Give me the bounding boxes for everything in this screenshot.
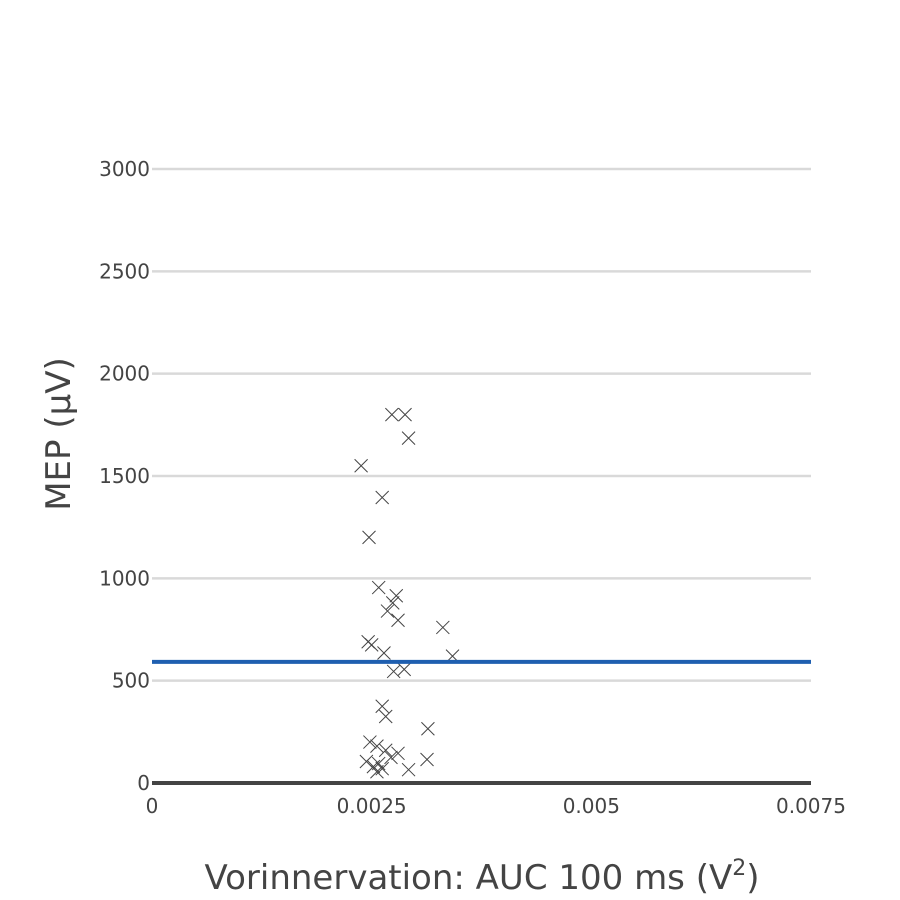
y-axis-title: MEP (µV) (39, 357, 79, 511)
data-point (362, 530, 376, 545)
data-point (375, 699, 390, 714)
x-axis-title-suffix: ) (746, 858, 759, 898)
gridlines (152, 167, 811, 682)
x-axis-title-main: Vorinnervation: AUC 100 ms (V (204, 858, 732, 898)
data-point (391, 613, 405, 628)
y-tick-label: 2000 (99, 362, 150, 386)
x-axis-title-superscript: 2 (732, 856, 746, 881)
y-tick-label: 1500 (99, 464, 150, 488)
data-point (385, 596, 400, 610)
data-point (391, 746, 405, 761)
reference-lines (152, 659, 811, 785)
y-tick-label: 500 (112, 669, 150, 693)
data-point (370, 739, 384, 754)
data-point (389, 588, 404, 603)
data-point (378, 743, 393, 758)
data-point (364, 637, 379, 652)
data-point (380, 604, 395, 618)
x-tick-label: 0.005 (563, 794, 620, 818)
data-point (385, 407, 399, 422)
x-tick-label: 0.0025 (337, 794, 407, 818)
data-point (401, 762, 416, 777)
data-point (370, 764, 384, 779)
x-tick-label: 0 (146, 794, 159, 818)
y-tick-label: 1000 (99, 566, 150, 590)
data-point (363, 735, 377, 749)
data-point (420, 752, 434, 767)
data-point (401, 431, 416, 445)
data-point (435, 620, 450, 635)
data-point (354, 458, 368, 473)
x-axis-title: Vorinnervation: AUC 100 ms (V2) (204, 856, 759, 898)
data-point (398, 407, 412, 422)
data-point (377, 646, 391, 660)
data-points (354, 407, 460, 779)
data-point (375, 761, 390, 776)
y-tick-label: 0 (137, 771, 150, 795)
data-point (421, 721, 435, 736)
data-point (378, 709, 393, 724)
data-point (375, 490, 390, 505)
data-point (397, 662, 412, 677)
y-tick-label: 3000 (99, 157, 150, 181)
data-point (384, 750, 398, 765)
y-tick-label: 2500 (99, 259, 150, 283)
tick-labels: 0 500 1000 1500 2000 2500 3000 0 0.0025 0.005 0.00… (99, 157, 846, 818)
data-point (371, 580, 386, 595)
x-tick-label: 0.0075 (776, 794, 846, 818)
